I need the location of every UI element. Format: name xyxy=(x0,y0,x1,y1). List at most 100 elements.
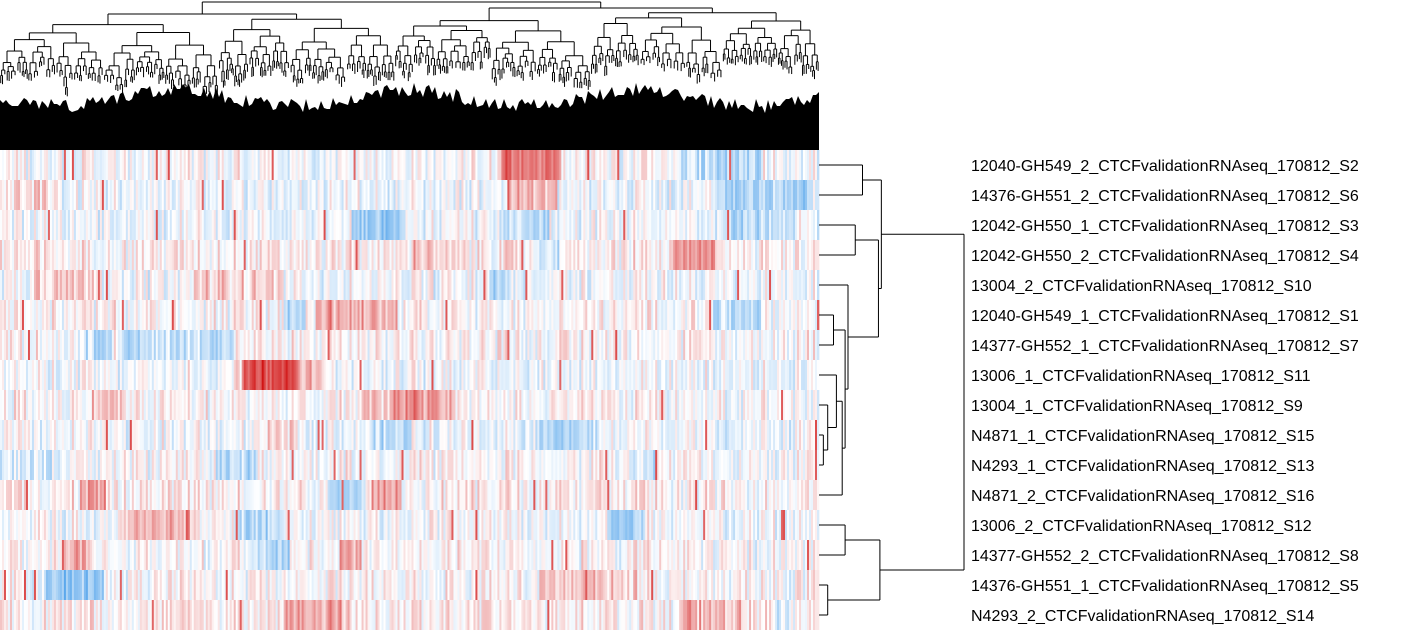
heatmap-cell xyxy=(211,360,215,391)
heatmap-cell xyxy=(359,210,362,241)
heatmap-cell xyxy=(757,300,760,331)
heatmap-cell xyxy=(469,240,472,271)
heatmap-cell xyxy=(33,330,37,361)
heatmap-cell xyxy=(25,360,29,391)
heatmap-cell xyxy=(691,270,694,301)
heatmap-cell xyxy=(135,390,139,421)
heatmap-cell xyxy=(427,180,430,211)
heatmap-cell xyxy=(781,270,784,301)
heatmap-cell xyxy=(577,270,580,301)
heatmap-cell xyxy=(585,390,588,421)
heatmap-cell xyxy=(615,390,618,421)
heatmap-cell xyxy=(371,240,374,271)
heatmap-cell xyxy=(601,180,604,211)
heatmap-cell xyxy=(93,390,97,421)
heatmap-cell xyxy=(187,180,191,211)
heatmap-cell xyxy=(463,390,466,421)
heatmap-cell xyxy=(799,300,802,331)
heatmap-cell xyxy=(225,300,229,331)
heatmap-cell xyxy=(245,420,249,451)
heatmap-cell xyxy=(813,330,816,361)
heatmap-cell xyxy=(243,420,247,451)
heatmap-cell xyxy=(723,360,726,391)
heatmap-cell xyxy=(663,240,666,271)
heatmap-cell xyxy=(647,300,650,331)
heatmap-cell xyxy=(277,420,281,451)
heatmap-cell xyxy=(417,240,420,271)
heatmap-cell xyxy=(375,150,378,181)
heatmap-cell xyxy=(25,210,29,241)
heatmap-cell xyxy=(603,390,606,421)
heatmap-cell xyxy=(587,150,590,181)
heatmap-cell xyxy=(405,180,408,211)
heatmap-cell xyxy=(629,360,632,391)
heatmap-cell xyxy=(639,150,642,181)
heatmap-cell xyxy=(41,270,45,301)
heatmap-cell xyxy=(697,300,700,331)
heatmap-cell xyxy=(275,240,279,271)
heatmap-cell xyxy=(163,330,167,361)
heatmap-cell xyxy=(23,180,27,211)
heatmap-cell xyxy=(201,240,205,271)
heatmap-cell xyxy=(667,390,670,421)
heatmap-cell xyxy=(437,150,440,181)
heatmap-cell xyxy=(61,390,65,421)
heatmap-cell xyxy=(565,330,568,361)
heatmap-cell xyxy=(93,210,97,241)
heatmap-cell xyxy=(691,180,694,211)
heatmap-cell xyxy=(205,270,209,301)
heatmap-cell xyxy=(437,270,440,301)
heatmap-cell xyxy=(707,150,710,181)
heatmap-cell xyxy=(147,270,151,301)
heatmap-cell xyxy=(269,420,273,451)
heatmap-cell xyxy=(679,390,682,421)
heatmap-cell xyxy=(581,390,584,421)
heatmap-cell xyxy=(161,210,165,241)
heatmap-cell xyxy=(597,150,600,181)
heatmap-cell xyxy=(11,360,15,391)
heatmap-cell xyxy=(375,180,378,211)
heatmap-cell xyxy=(103,330,107,361)
heatmap-cell xyxy=(199,240,203,271)
heatmap-cell xyxy=(213,270,217,301)
heatmap-cell xyxy=(597,180,600,211)
heatmap-cell xyxy=(259,240,263,271)
heatmap-cell xyxy=(217,420,221,451)
heatmap-cell xyxy=(529,390,532,421)
heatmap-cell xyxy=(95,420,99,451)
heatmap-cell xyxy=(643,330,646,361)
heatmap-cell xyxy=(517,240,520,271)
heatmap-cell xyxy=(259,150,263,181)
heatmap-cell xyxy=(565,270,568,301)
heatmap-cell xyxy=(237,300,241,331)
heatmap-cell xyxy=(755,330,758,361)
heatmap-cell xyxy=(139,360,143,391)
heatmap-cell xyxy=(421,330,424,361)
heatmap-cell xyxy=(123,360,127,391)
heatmap-cell xyxy=(275,210,279,241)
heatmap-cell xyxy=(373,240,376,271)
heatmap-cell xyxy=(559,150,562,181)
heatmap-cell xyxy=(421,300,424,331)
heatmap-cell xyxy=(11,300,15,331)
heatmap-cell xyxy=(157,210,161,241)
heatmap-cell xyxy=(425,360,428,391)
heatmap-cell xyxy=(791,210,794,241)
heatmap-cell xyxy=(63,270,67,301)
heatmap-cell xyxy=(287,240,290,271)
heatmap-cell xyxy=(43,180,47,211)
heatmap-cell xyxy=(667,270,670,301)
heatmap-cell xyxy=(407,390,410,421)
heatmap-cell xyxy=(381,180,384,211)
heatmap-cell xyxy=(759,300,762,331)
heatmap-cell xyxy=(21,180,25,211)
heatmap-cell xyxy=(177,270,181,301)
heatmap-cell xyxy=(765,390,768,421)
heatmap-cell xyxy=(709,330,712,361)
heatmap-cell xyxy=(359,300,362,331)
heatmap-cell xyxy=(287,420,290,451)
heatmap-cell xyxy=(687,240,690,271)
heatmap-cell xyxy=(143,150,147,181)
heatmap-cell xyxy=(261,180,265,211)
heatmap-cell xyxy=(543,180,546,211)
